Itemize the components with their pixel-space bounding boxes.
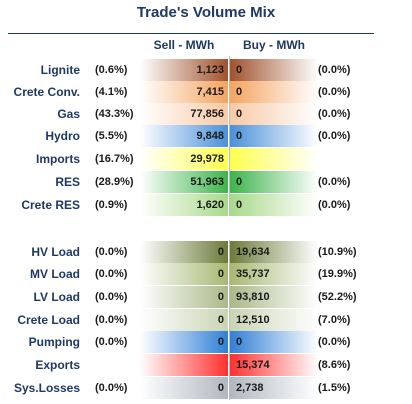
row-label: Crete RES xyxy=(21,198,80,212)
sell-value: 0 xyxy=(140,241,228,263)
sell-value xyxy=(140,354,228,376)
buy-percent: (10.9%) xyxy=(318,246,357,258)
row-label: RES xyxy=(55,175,80,189)
sell-value: 0 xyxy=(140,331,228,353)
buy-value: 0 xyxy=(230,194,318,216)
buy-percent: (0.0%) xyxy=(318,86,351,98)
sell-value: 7,415 xyxy=(140,81,228,103)
sell-percent: (5.5%) xyxy=(95,130,128,142)
sell-value: 51,963 xyxy=(140,171,228,193)
sell-percent: (0.0%) xyxy=(95,246,128,258)
buy-value: 0 xyxy=(230,59,318,81)
sell-percent: (0.0%) xyxy=(95,291,128,303)
row-gas: Gas (43.3%) 77,856 0 (0.0%) xyxy=(0,103,412,125)
row-crete-load: Crete Load (0.0%) 0 12,510 (7.0%) xyxy=(0,309,412,331)
buy-percent: (1.5%) xyxy=(318,382,351,394)
buy-value: 0 xyxy=(230,103,318,125)
buy-percent: (0.0%) xyxy=(318,199,351,211)
page-title: Trade's Volume Mix xyxy=(136,4,276,21)
row-label: Pumping xyxy=(28,335,80,349)
buy-value: 19,634 xyxy=(230,241,318,263)
row-exports: Exports 15,374 (8.6%) xyxy=(0,354,412,376)
buy-percent: (19.9%) xyxy=(318,268,357,280)
buy-percent: (0.0%) xyxy=(318,176,351,188)
buy-percent: (0.0%) xyxy=(318,108,351,120)
row-label: LV Load xyxy=(33,290,80,304)
buy-value: 12,510 xyxy=(230,309,318,331)
buy-value: 0 xyxy=(230,81,318,103)
row-crete-res: Crete RES (0.9%) 1,620 0 (0.0%) xyxy=(0,194,412,216)
buy-value: 2,738 xyxy=(230,377,318,399)
sell-value: 9,848 xyxy=(140,125,228,147)
column-divider-top xyxy=(229,56,230,216)
buy-header: Buy - MWh xyxy=(243,38,305,52)
sell-percent: (0.6%) xyxy=(95,64,128,76)
sell-percent: (16.7%) xyxy=(95,153,134,165)
row-label: Lignite xyxy=(40,63,80,77)
buy-value: 93,810 xyxy=(230,286,318,308)
buy-percent: (52.2%) xyxy=(318,291,357,303)
row-label: Hydro xyxy=(45,129,80,143)
column-divider-bottom xyxy=(229,240,230,400)
sell-value: 77,856 xyxy=(140,103,228,125)
row-res: RES (28.9%) 51,963 0 (0.0%) xyxy=(0,171,412,193)
sell-percent: (0.9%) xyxy=(95,199,128,211)
sell-value: 0 xyxy=(140,286,228,308)
row-hv-load: HV Load (0.0%) 0 19,634 (10.9%) xyxy=(0,241,412,263)
row-label: Crete Conv. xyxy=(13,85,80,99)
sell-value: 0 xyxy=(140,263,228,285)
sell-percent: (0.0%) xyxy=(95,336,128,348)
sell-value: 0 xyxy=(140,377,228,399)
row-crete-conv: Crete Conv. (4.1%) 7,415 0 (0.0%) xyxy=(0,81,412,103)
buy-value: 35,737 xyxy=(230,263,318,285)
row-lv-load: LV Load (0.0%) 0 93,810 (52.2%) xyxy=(0,286,412,308)
row-label: HV Load xyxy=(31,245,80,259)
sell-header: Sell - MWh xyxy=(153,38,215,52)
buy-value: 0 xyxy=(230,125,318,147)
sell-percent: (0.0%) xyxy=(95,268,128,280)
row-pumping: Pumping (0.0%) 0 0 (0.0%) xyxy=(0,331,412,353)
row-label: Crete Load xyxy=(17,313,80,327)
buy-percent: (0.0%) xyxy=(318,130,351,142)
row-hydro: Hydro (5.5%) 9,848 0 (0.0%) xyxy=(0,125,412,147)
buy-value: 15,374 xyxy=(230,354,318,376)
title-underline xyxy=(8,33,374,34)
buy-value xyxy=(230,148,318,170)
buy-percent: (0.0%) xyxy=(318,336,351,348)
sell-value: 29,978 xyxy=(140,148,228,170)
sell-value: 1,123 xyxy=(140,59,228,81)
buy-percent: (8.6%) xyxy=(318,359,351,371)
row-imports: Imports (16.7%) 29,978 xyxy=(0,148,412,170)
sell-percent: (0.0%) xyxy=(95,314,128,326)
buy-percent: (0.0%) xyxy=(318,64,351,76)
buy-value: 0 xyxy=(230,331,318,353)
buy-percent: (7.0%) xyxy=(318,314,351,326)
row-sys-losses: Sys.Losses (0.0%) 0 2,738 (1.5%) xyxy=(0,377,412,399)
row-label: Gas xyxy=(57,107,80,121)
sell-percent: (0.0%) xyxy=(95,382,128,394)
row-mv-load: MV Load (0.0%) 0 35,737 (19.9%) xyxy=(0,263,412,285)
buy-value: 0 xyxy=(230,171,318,193)
sell-percent: (43.3%) xyxy=(95,108,134,120)
row-label: MV Load xyxy=(30,267,80,281)
sell-value: 0 xyxy=(140,309,228,331)
row-label: Exports xyxy=(35,358,80,372)
row-label: Imports xyxy=(35,152,80,166)
sell-percent: (28.9%) xyxy=(95,176,134,188)
row-lignite: Lignite (0.6%) 1,123 0 (0.0%) xyxy=(0,59,412,81)
sell-percent: (4.1%) xyxy=(95,86,128,98)
sell-value: 1,620 xyxy=(140,194,228,216)
row-label: Sys.Losses xyxy=(13,381,80,395)
